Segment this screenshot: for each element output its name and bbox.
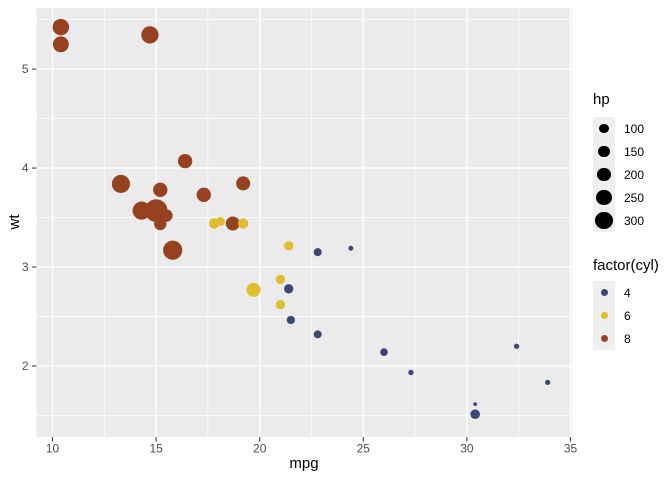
data-point: [284, 284, 294, 294]
data-point: [246, 282, 261, 297]
data-point: [313, 248, 322, 257]
data-point: [144, 199, 168, 222]
size-legend-entry: 200: [593, 163, 644, 186]
size-legend-key: [593, 163, 615, 186]
color-legend-key: [593, 327, 615, 350]
color-legend-label: 4: [624, 285, 631, 300]
data-point: [177, 153, 193, 169]
size-legend-circle-icon: [598, 145, 610, 158]
panel-background: [36, 8, 572, 437]
data-point: [236, 176, 251, 191]
size-legend-title: hp: [593, 91, 610, 108]
size-legend-key: [593, 117, 615, 140]
color-legend-circle-icon: [600, 289, 608, 296]
data-point: [313, 330, 322, 339]
data-point: [52, 36, 69, 53]
data-point: [513, 343, 520, 349]
x-tick-label: 20: [253, 442, 267, 456]
size-legend-entry: 100: [593, 117, 644, 140]
y-tick-label: 3: [22, 260, 29, 274]
size-legend-entry: 300: [593, 209, 644, 232]
size-legend-label: 150: [624, 144, 645, 159]
color-legend-key: [593, 281, 615, 304]
size-legend-entry: 150: [593, 140, 644, 163]
data-point: [286, 315, 295, 325]
y-tick-label: 5: [22, 62, 29, 76]
data-point: [225, 216, 240, 231]
data-point: [380, 348, 388, 357]
data-point: [153, 182, 168, 198]
size-legend-label: 250: [624, 190, 645, 205]
size-legend-circle-icon: [596, 189, 612, 206]
x-tick-label: 10: [46, 442, 60, 456]
color-legend-entry: 8: [593, 327, 631, 350]
data-point: [52, 18, 70, 36]
size-legend-entry: 250: [593, 186, 644, 209]
size-legend-circle-icon: [599, 123, 609, 134]
y-tick-label: 4: [22, 161, 29, 175]
size-legend-key: [593, 209, 615, 232]
data-point: [111, 174, 130, 193]
color-legend-label: 6: [624, 308, 631, 323]
data-point: [284, 241, 294, 251]
size-legend-circle-icon: [595, 211, 613, 230]
x-tick-label: 35: [564, 442, 578, 456]
color-legend-entry: 4: [593, 281, 631, 304]
color-legend-circle-icon: [600, 312, 608, 319]
color-legend-title: factor(cyl): [593, 257, 659, 274]
data-point: [275, 274, 286, 285]
x-tick-label: 30: [460, 442, 474, 456]
y-tick-label: 2: [22, 359, 29, 373]
color-legend-key: [593, 304, 615, 327]
data-point: [141, 26, 159, 44]
color-legend-label: 8: [624, 331, 631, 346]
size-legend: 100 150 200 250 300: [593, 117, 644, 232]
data-point: [408, 369, 414, 376]
data-point: [348, 245, 354, 251]
data-point: [163, 240, 183, 260]
size-legend-label: 300: [624, 213, 645, 228]
size-legend-key: [593, 186, 615, 209]
x-tick-label: 25: [357, 442, 371, 456]
x-tick-label: 15: [149, 442, 163, 456]
size-legend-label: 100: [624, 121, 645, 136]
data-point: [470, 409, 480, 420]
data-point: [196, 187, 211, 202]
x-axis-title: mpg: [289, 455, 319, 472]
data-point: [208, 218, 220, 229]
size-legend-label: 200: [624, 167, 645, 182]
color-legend: 4 6 8: [593, 281, 631, 350]
color-legend-entry: 6: [593, 304, 631, 327]
data-point: [237, 218, 249, 229]
data-point: [275, 299, 286, 310]
y-axis-title: wt: [6, 214, 23, 230]
data-point: [473, 402, 478, 407]
data-point: [545, 379, 551, 385]
size-legend-circle-icon: [597, 167, 611, 182]
size-legend-key: [593, 140, 615, 163]
color-legend-circle-icon: [600, 335, 608, 342]
